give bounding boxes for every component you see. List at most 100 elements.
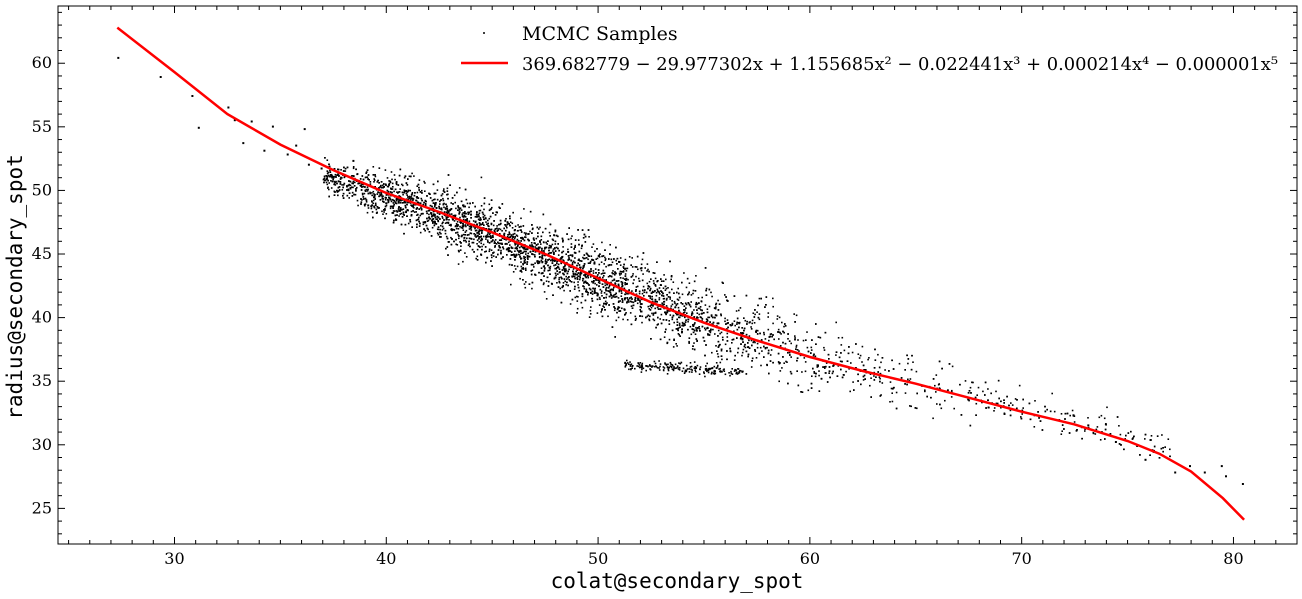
mcmc-sample-point <box>579 260 581 262</box>
mcmc-sample-point <box>763 331 765 334</box>
mcmc-sample-point <box>480 242 482 245</box>
mcmc-sample-point <box>374 202 377 205</box>
mcmc-sample-point <box>938 360 941 363</box>
mcmc-sample-point <box>576 273 579 276</box>
mcmc-sample-point <box>456 224 459 226</box>
mcmc-sample-point <box>393 190 395 193</box>
mcmc-sample-point <box>603 292 606 294</box>
mcmc-sample-point <box>385 204 388 207</box>
mcmc-sample-point <box>424 203 427 205</box>
mcmc-sample-point <box>424 199 427 202</box>
mcmc-sample-point <box>660 322 663 325</box>
mcmc-sample-point <box>542 213 545 216</box>
mcmc-sample-point <box>342 197 345 199</box>
mcmc-sample-point <box>619 257 622 259</box>
mcmc-sample-point <box>523 239 526 242</box>
mcmc-sample-point <box>467 244 470 247</box>
mcmc-sample-point <box>754 309 756 311</box>
mcmc-sample-point <box>595 272 597 274</box>
mcmc-sample-point <box>465 229 468 232</box>
mcmc-sample-point <box>971 381 973 384</box>
mcmc-sample-point <box>777 352 780 355</box>
mcmc-sample-point <box>522 268 525 270</box>
mcmc-sample-point <box>900 377 903 379</box>
mcmc-sample-point <box>548 266 551 269</box>
mcmc-sample-point <box>378 195 380 198</box>
mcmc-sample-point <box>514 250 516 252</box>
mcmc-sample-point <box>389 198 392 201</box>
mcmc-sample-point <box>697 297 700 299</box>
mcmc-sample-point <box>596 257 599 260</box>
mcmc-sample-point <box>1158 457 1161 459</box>
mcmc-sample-point <box>603 272 606 274</box>
mcmc-sample-point <box>552 250 554 252</box>
mcmc-sample-point <box>443 206 445 209</box>
mcmc-sample-point <box>880 394 882 396</box>
mcmc-sample-point <box>814 375 817 378</box>
mcmc-sample-point <box>976 394 978 396</box>
mcmc-sample-point <box>613 278 616 281</box>
mcmc-sample-point <box>483 214 486 217</box>
mcmc-sample-point <box>534 251 537 253</box>
mcmc-sample-point <box>339 178 342 180</box>
mcmc-sample-point <box>474 221 477 223</box>
mcmc-sample-point <box>507 249 510 252</box>
mcmc-sample-point <box>583 287 586 290</box>
mcmc-sample-point <box>334 191 336 193</box>
mcmc-sample-point <box>796 359 798 362</box>
mcmc-sample-point <box>445 207 447 210</box>
mcmc-sample-point <box>520 240 522 242</box>
mcmc-sample-point <box>695 275 697 277</box>
mcmc-sample-point <box>391 212 394 214</box>
mcmc-sample-point <box>390 188 393 190</box>
mcmc-sample-point <box>485 261 487 264</box>
mcmc-sample-point <box>629 297 631 300</box>
mcmc-sample-point <box>748 347 751 349</box>
mcmc-sample-point <box>706 311 709 314</box>
mcmc-sample-point <box>636 285 639 288</box>
mcmc-sample-point <box>1020 416 1022 418</box>
mcmc-sample-point <box>666 294 668 296</box>
mcmc-sample-point <box>589 313 592 315</box>
mcmc-sample-point <box>584 235 587 238</box>
mcmc-sample-point <box>488 228 491 231</box>
mcmc-sample-point <box>529 251 532 253</box>
mcmc-sample-point <box>431 219 433 222</box>
mcmc-sample-point <box>696 309 698 311</box>
mcmc-sample-point <box>711 295 713 298</box>
mcmc-sample-point <box>910 405 912 408</box>
mcmc-sample-point <box>587 262 590 264</box>
mcmc-sample-point <box>393 210 396 212</box>
mcmc-sample-point <box>631 298 633 300</box>
mcmc-sample-point <box>522 279 524 281</box>
mcmc-sample-point <box>508 231 511 233</box>
mcmc-sample-point <box>859 354 862 357</box>
mcmc-sample-point <box>509 236 512 238</box>
mcmc-sample-point <box>559 287 561 290</box>
mcmc-sample-point <box>540 279 542 281</box>
mcmc-sample-point <box>648 295 650 297</box>
mcmc-sample-point <box>657 290 659 293</box>
mcmc-sample-point <box>590 268 592 270</box>
mcmc-sample-point <box>328 163 330 166</box>
mcmc-sample-point <box>418 186 420 189</box>
mcmc-sample-point <box>881 357 884 359</box>
mcmc-sample-point <box>839 360 842 363</box>
mcmc-sample-point <box>392 202 395 204</box>
mcmc-sample-point <box>511 247 514 249</box>
mcmc-sample-point <box>658 298 661 301</box>
mcmc-sample-point <box>671 318 674 321</box>
mcmc-sample-point <box>635 289 637 291</box>
mcmc-sample-point <box>591 297 593 300</box>
mcmc-sample-point <box>331 176 334 179</box>
mcmc-sample-point <box>691 312 693 315</box>
mcmc-sample-point <box>346 185 348 188</box>
mcmc-sample-point <box>555 234 558 237</box>
mcmc-sample-point <box>1006 395 1008 398</box>
mcmc-sample-point <box>412 198 415 200</box>
mcmc-sample-point <box>613 258 615 260</box>
mcmc-sample-point <box>417 197 420 199</box>
mcmc-sample-point <box>332 178 334 181</box>
mcmc-sample-point <box>509 215 511 217</box>
mcmc-sample-point <box>523 250 526 253</box>
